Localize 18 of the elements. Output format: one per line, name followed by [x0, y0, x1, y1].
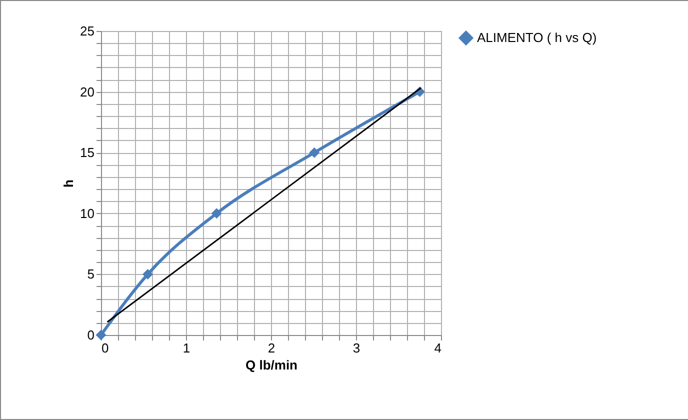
- point: [309, 147, 320, 158]
- legend-label: ALIMENTO ( h vs Q): [477, 30, 597, 45]
- x-tick-label: 2: [268, 340, 276, 356]
- point: [142, 268, 153, 280]
- point: [96, 330, 106, 340]
- y-tick-label: 5: [87, 266, 94, 282]
- y-tick-label: 15: [80, 145, 94, 160]
- x-tick-label: 0: [102, 340, 109, 356]
- y-axis-title: h: [61, 179, 76, 188]
- y-tick-label: 25: [80, 24, 94, 38]
- y-tick-label: 20: [80, 84, 94, 100]
- x-axis-title: Q lb/min: [246, 358, 298, 372]
- y-tick-label: 0: [87, 328, 94, 342]
- point: [211, 208, 222, 219]
- y-tick-label: 10: [80, 206, 94, 221]
- x-tick-label: 4: [434, 340, 442, 356]
- x-tick-label: 3: [352, 340, 360, 356]
- x-tick-label: 1: [182, 340, 190, 356]
